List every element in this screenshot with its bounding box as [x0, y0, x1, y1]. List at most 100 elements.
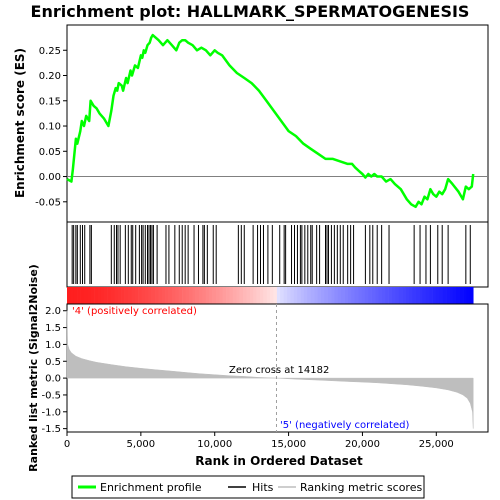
- heat-segment: [300, 287, 305, 304]
- heat-segment: [276, 287, 281, 304]
- heat-segment: [412, 287, 416, 304]
- heat-segment: [219, 287, 224, 304]
- es-panel-frame: [66, 24, 489, 223]
- heat-segment: [182, 287, 186, 304]
- heat-segment: [121, 287, 125, 304]
- heat-segment: [442, 287, 447, 304]
- x-tick-label: 10,000: [197, 439, 232, 450]
- heat-segment: [375, 287, 379, 304]
- metric-y-tick-label: -1.5: [41, 424, 61, 435]
- heat-segment: [141, 287, 146, 304]
- heat-segment: [341, 287, 345, 304]
- heat-segment: [263, 287, 268, 304]
- heat-segment: [266, 287, 271, 304]
- heat-segment: [456, 287, 460, 304]
- heat-segment: [398, 287, 403, 304]
- heat-segment: [259, 287, 264, 304]
- heat-segment: [131, 287, 136, 304]
- metric-y-tick-label: 0.5: [45, 357, 61, 368]
- heat-segment: [188, 287, 193, 304]
- heat-segment: [111, 287, 115, 304]
- heat-segment: [232, 287, 237, 304]
- heat-segment: [432, 287, 437, 304]
- heat-segment: [314, 287, 318, 304]
- heat-segment: [117, 287, 122, 304]
- heat-segment: [307, 287, 312, 304]
- heat-segment: [209, 287, 213, 304]
- metric-y-tick-label: 1.0: [45, 340, 61, 351]
- heat-segment: [161, 287, 166, 304]
- legend: Enrichment profile Hits Ranking metric s…: [71, 475, 425, 499]
- es-y-tick-label: 0.15: [39, 96, 61, 107]
- heat-segment: [303, 287, 308, 304]
- heat-segment: [391, 287, 396, 304]
- heat-segment: [195, 287, 200, 304]
- hits-panel: [71, 225, 471, 284]
- heat-segment: [127, 287, 132, 304]
- heat-segment: [378, 287, 383, 304]
- es-y-tick-label: -0.05: [35, 197, 61, 208]
- heat-segment: [144, 287, 149, 304]
- heat-segment: [165, 287, 169, 304]
- heat-segment: [463, 287, 467, 304]
- heat-segment: [90, 287, 95, 304]
- heat-segment: [124, 287, 129, 304]
- heat-segment: [185, 287, 190, 304]
- heat-segment: [97, 287, 102, 304]
- heat-segment: [429, 287, 433, 304]
- heat-segment: [205, 287, 210, 304]
- x-tick-label: 0: [64, 439, 70, 450]
- heat-segment: [317, 287, 322, 304]
- heat-segment: [327, 287, 332, 304]
- heat-segment: [435, 287, 440, 304]
- heat-segment: [385, 287, 389, 304]
- heat-segment: [199, 287, 203, 304]
- heat-segment: [114, 287, 119, 304]
- x-tick-label: 15,000: [271, 439, 306, 450]
- heat-segment: [344, 287, 349, 304]
- heat-segment: [466, 287, 471, 304]
- heat-segment: [408, 287, 413, 304]
- es-y-axis-title: Enrichment score (ES): [13, 48, 27, 198]
- heat-segment: [192, 287, 196, 304]
- heat-segment: [381, 287, 386, 304]
- heat-segment: [449, 287, 454, 304]
- heat-segment: [287, 287, 291, 304]
- heat-segment: [243, 287, 247, 304]
- heat-segment: [337, 287, 342, 304]
- heat-segment: [415, 287, 420, 304]
- ranking-heat-bar: [67, 287, 474, 304]
- metric-y-tick-label: 1.5: [45, 323, 61, 334]
- heat-segment: [419, 287, 423, 304]
- heat-segment: [405, 287, 410, 304]
- heat-segment: [371, 287, 376, 304]
- heat-segment: [249, 287, 254, 304]
- heat-segment: [253, 287, 257, 304]
- heat-segment: [87, 287, 91, 304]
- heat-segment: [158, 287, 163, 304]
- metric-panel: -1.5 -1.0 -0.5 0.0 0.5 1.0 1.5 2.0: [41, 304, 474, 435]
- heat-segment: [361, 287, 366, 304]
- heat-segment: [168, 287, 173, 304]
- metric-y-axis-title: Ranked list metric (Signal2Noise): [27, 264, 40, 472]
- heat-segment: [246, 287, 251, 304]
- heat-segment: [425, 287, 430, 304]
- heat-segment: [256, 287, 261, 304]
- metric-y-tick-label: -0.5: [41, 390, 61, 401]
- heat-segment: [422, 287, 427, 304]
- x-tick-label: 5,000: [127, 439, 156, 450]
- heat-segment: [175, 287, 180, 304]
- es-y-tick-label: 0.05: [39, 147, 61, 158]
- legend-metric-label: Ranking metric scores: [300, 481, 422, 494]
- heat-segment: [290, 287, 295, 304]
- heat-segment: [452, 287, 457, 304]
- heat-segment: [280, 287, 284, 304]
- heat-segment: [388, 287, 393, 304]
- heat-segment: [439, 287, 444, 304]
- es-y-tick-label: 0.10: [39, 122, 61, 133]
- heat-segment: [226, 287, 230, 304]
- heat-segment: [364, 287, 369, 304]
- legend-hits-label: Hits: [252, 481, 274, 494]
- heat-segment: [80, 287, 85, 304]
